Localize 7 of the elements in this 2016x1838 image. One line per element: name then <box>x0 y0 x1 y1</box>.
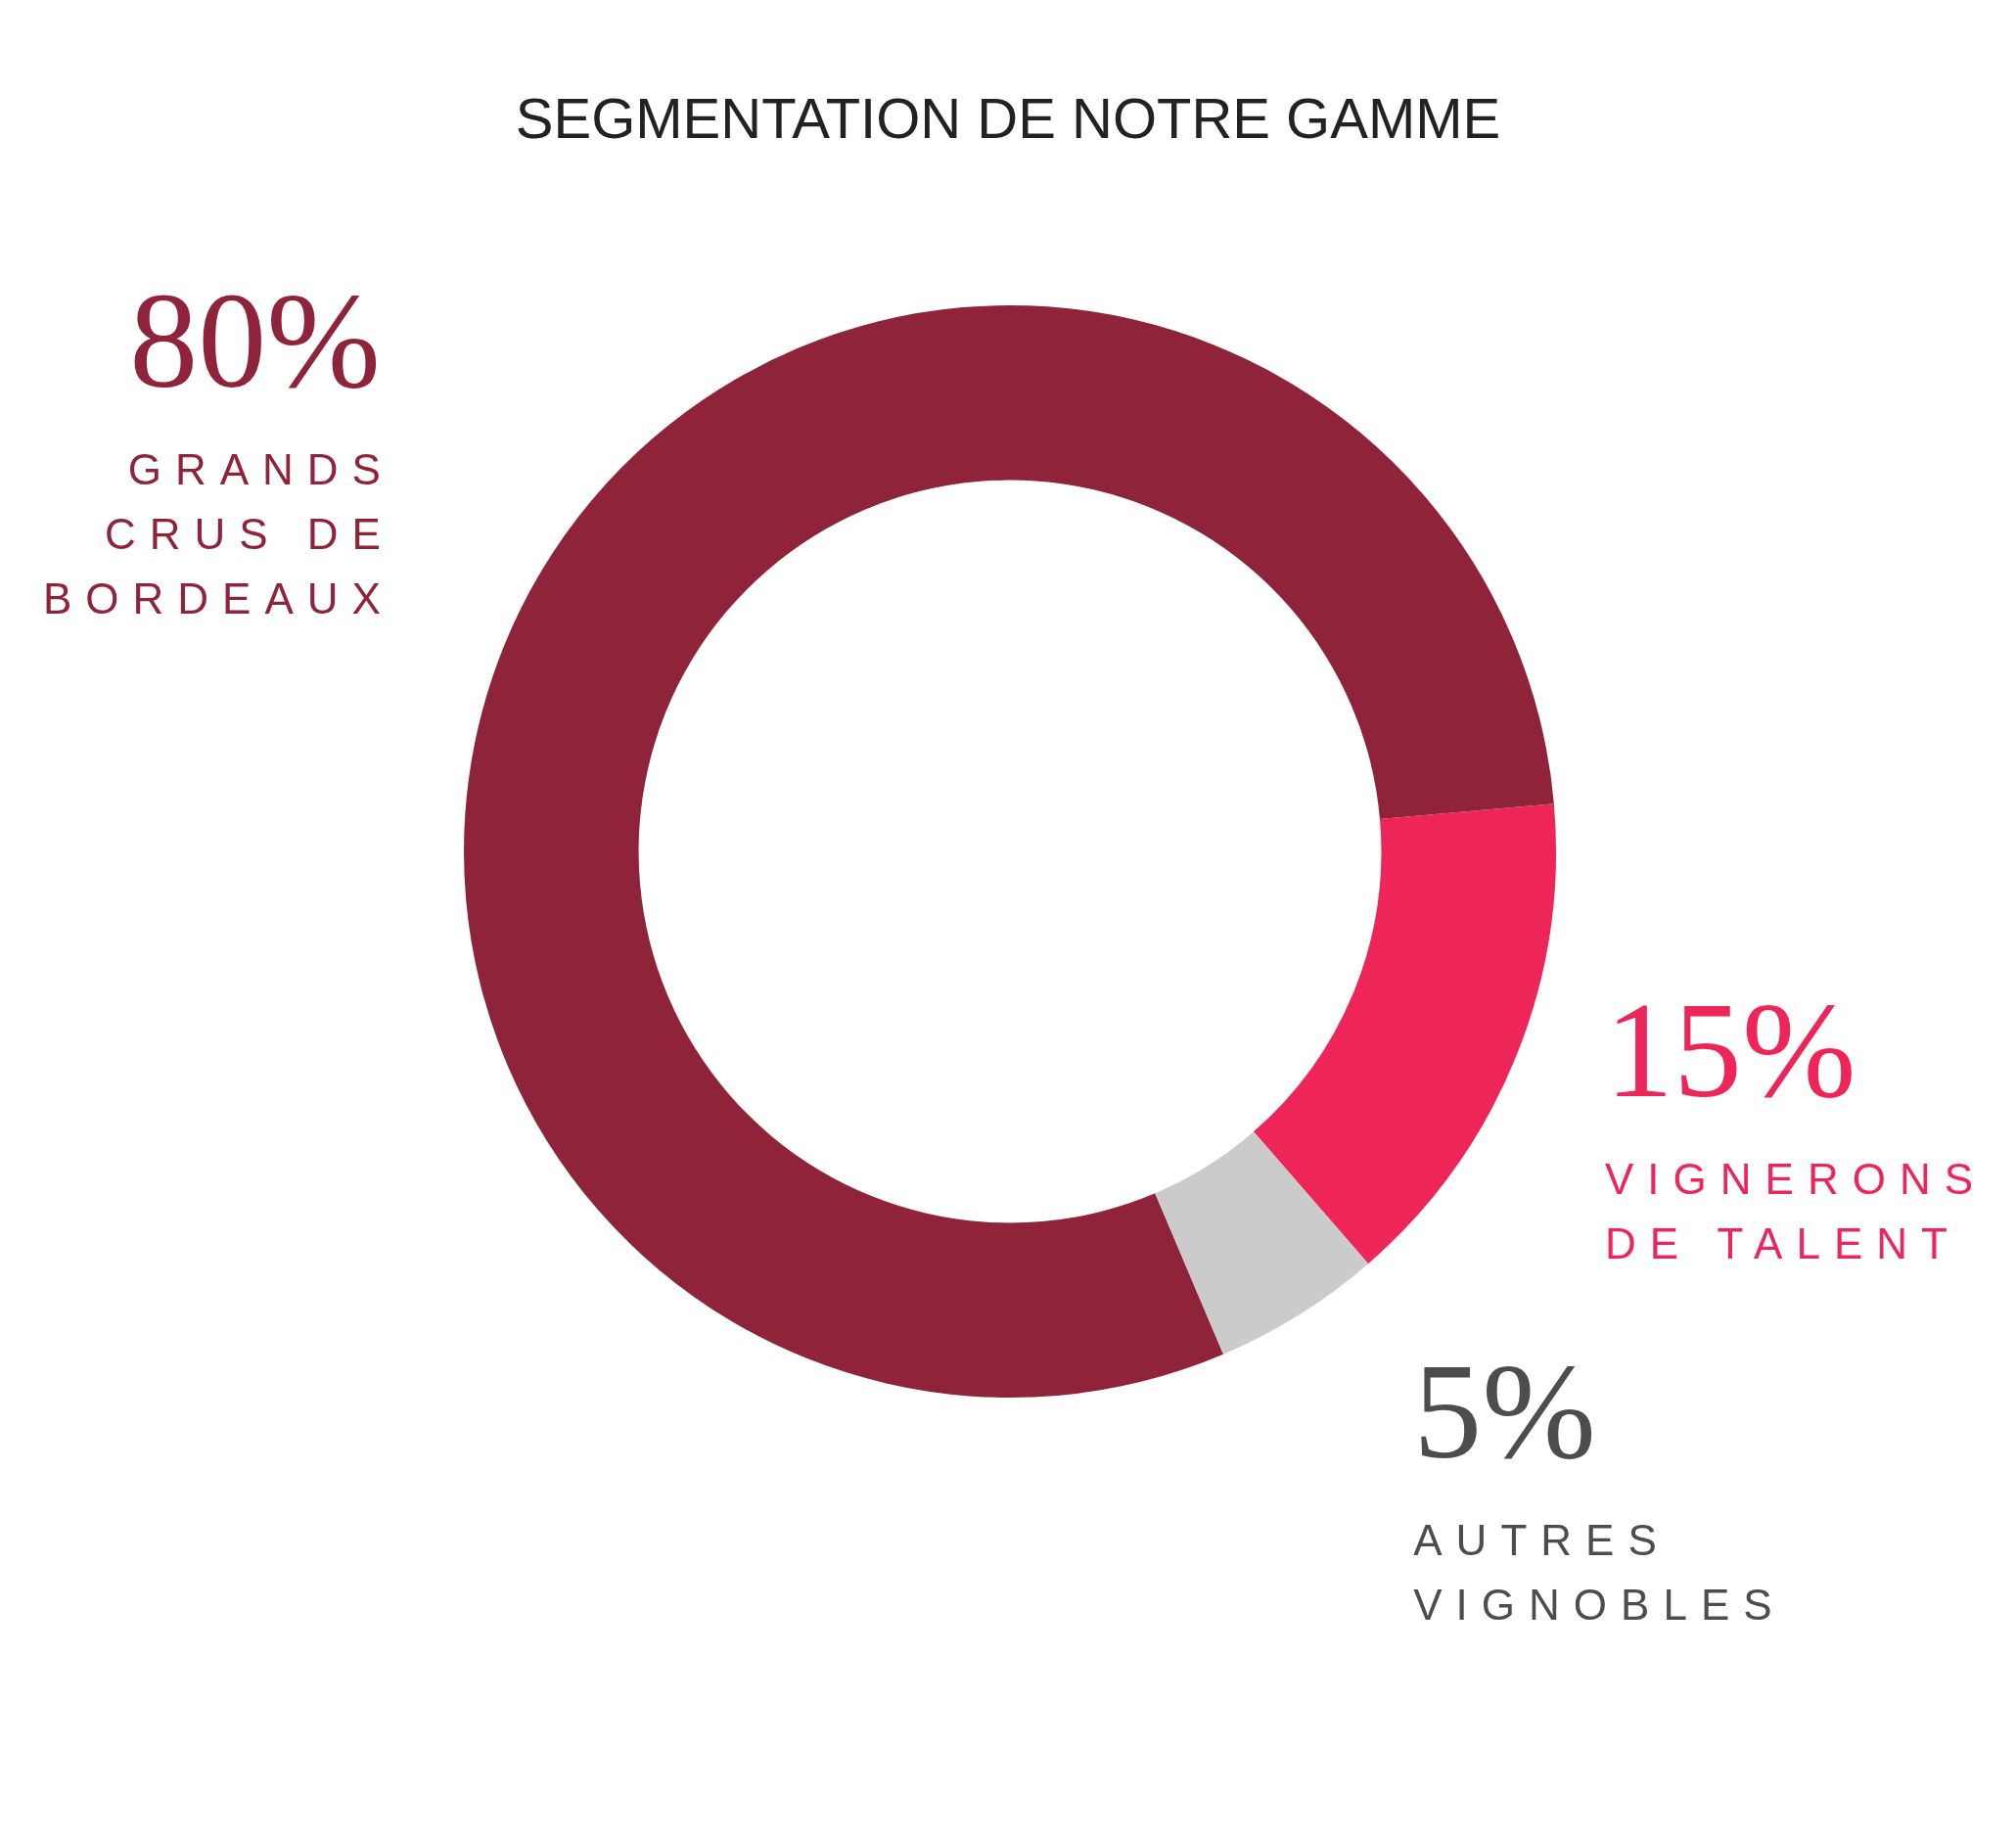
chart-title: SEGMENTATION DE NOTRE GAMME <box>515 86 1501 150</box>
slice-label: GRANDS CRUS DE BORDEAUX <box>42 445 394 623</box>
data-label: 5% <box>1413 1334 1596 1487</box>
data-label: 80% <box>129 264 381 417</box>
data-label: 15% <box>1604 974 1856 1126</box>
slice-label: VIGNERONS DE TALENT <box>1604 1155 1987 1268</box>
slice-label: AUTRES VIGNOBLES <box>1413 1515 1786 1629</box>
